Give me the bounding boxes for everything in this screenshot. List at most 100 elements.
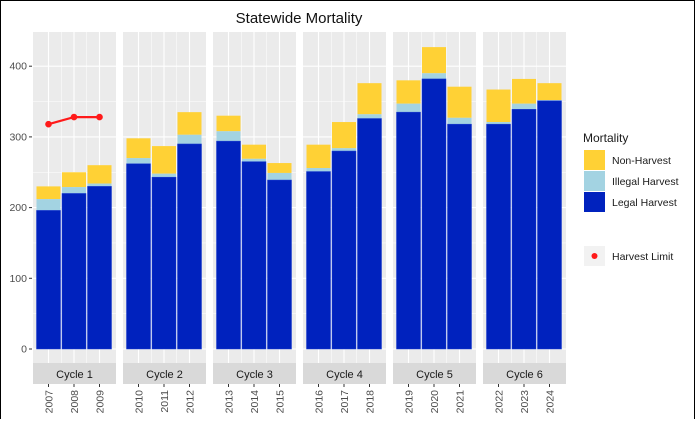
- bar-non-harvest: [36, 186, 61, 200]
- facet-strip: [33, 363, 116, 384]
- facet-strip-label: Cycle 4: [326, 369, 363, 381]
- x-tick-label: 2016: [314, 390, 326, 414]
- x-tick-label: 2014: [249, 390, 261, 414]
- bar-stack: [357, 83, 382, 350]
- bar-stack: [511, 78, 537, 350]
- x-tick-label: 2018: [365, 390, 377, 414]
- bar-legal-harvest: [511, 109, 537, 350]
- harvest-limit-point: [96, 113, 103, 121]
- bar-stack: [36, 186, 61, 350]
- bar-non-harvest: [486, 89, 511, 123]
- bar-legal-harvest: [396, 111, 421, 350]
- bar-legal-harvest: [126, 163, 151, 350]
- bar-non-harvest: [396, 80, 421, 104]
- legend-label-non-harvest: Non-Harvest: [612, 155, 671, 167]
- bar-illegal-harvest: [152, 173, 176, 178]
- legend-label-legal-harvest: Legal Harvest: [612, 197, 677, 209]
- bar-non-harvest: [177, 112, 202, 135]
- bar-illegal-harvest: [126, 158, 151, 164]
- facet-strip-label: Cycle 3: [236, 369, 273, 381]
- x-tick-label: 2020: [429, 390, 441, 414]
- bar-non-harvest: [87, 165, 112, 184]
- bar-illegal-harvest: [396, 103, 421, 113]
- bar-non-harvest: [242, 144, 266, 159]
- x-tick-label: 2021: [455, 390, 467, 414]
- bar-stack: [447, 86, 472, 350]
- bar-non-harvest: [537, 83, 562, 101]
- y-tick-label: 200: [9, 202, 27, 214]
- bar-non-harvest: [357, 83, 382, 115]
- bar-non-harvest: [216, 115, 241, 132]
- bar-illegal-harvest: [537, 100, 562, 101]
- facet-strip: [393, 363, 476, 384]
- bar-legal-harvest: [151, 176, 177, 350]
- bar-stack: [87, 165, 112, 350]
- facet-strip-label: Cycle 6: [506, 369, 543, 381]
- bar-stack: [396, 80, 421, 350]
- bar-non-harvest: [152, 146, 176, 174]
- facet-strip-label: Cycle 1: [56, 369, 93, 381]
- bar-illegal-harvest: [357, 114, 382, 119]
- bar-legal-harvest: [306, 171, 331, 350]
- bar-legal-harvest: [36, 210, 61, 350]
- bar-legal-harvest: [537, 100, 562, 350]
- facet-strip: [303, 363, 386, 384]
- facet-strip: [483, 363, 566, 384]
- bar-stack: [126, 138, 151, 350]
- bar-non-harvest: [332, 122, 356, 149]
- x-tick-label: 2008: [69, 390, 81, 414]
- bar-stack: [421, 47, 447, 350]
- legend-label-harvest-limit: Harvest Limit: [612, 251, 673, 263]
- x-tick-label: 2022: [494, 390, 506, 414]
- bar-non-harvest: [267, 163, 292, 173]
- x-tick-label: 2013: [224, 390, 236, 414]
- bar-legal-harvest: [241, 161, 267, 350]
- bar-illegal-harvest: [216, 131, 241, 142]
- bar-stack: [177, 112, 202, 350]
- bar-non-harvest: [126, 138, 151, 159]
- y-tick-label: 100: [9, 273, 27, 285]
- legend-title: Mortality: [583, 131, 628, 145]
- bar-legal-harvest: [421, 78, 447, 350]
- bar-illegal-harvest: [306, 168, 331, 172]
- bar-legal-harvest: [331, 150, 357, 350]
- x-tick-label: 2017: [339, 390, 351, 414]
- facet-strip: [123, 363, 206, 384]
- legend-key-illegal-harvest: [584, 171, 605, 191]
- x-tick-label: 2015: [275, 390, 287, 414]
- x-tick-label: 2009: [95, 390, 107, 414]
- bar-non-harvest: [62, 172, 86, 188]
- bar-non-harvest: [447, 86, 472, 118]
- facet-strip: [213, 363, 296, 384]
- bar-stack: [486, 89, 511, 350]
- x-tick-label: 2023: [519, 390, 531, 414]
- chart-title: Statewide Mortality: [236, 10, 363, 27]
- x-tick-label: 2012: [185, 390, 197, 414]
- bar-legal-harvest: [447, 123, 472, 350]
- bar-illegal-harvest: [36, 199, 61, 211]
- x-tick-label: 2019: [404, 390, 416, 414]
- bar-stack: [537, 83, 562, 350]
- bar-stack: [331, 122, 357, 350]
- bar-illegal-harvest: [267, 172, 292, 181]
- bar-legal-harvest: [87, 186, 112, 350]
- x-tick-label: 2024: [545, 390, 557, 414]
- y-tick-label: 300: [9, 131, 27, 143]
- legend-label-illegal-harvest: Illegal Harvest: [612, 176, 679, 188]
- x-tick-label: 2010: [134, 390, 146, 414]
- bar-stack: [267, 163, 292, 350]
- legend-key-legal-harvest: [584, 192, 605, 212]
- harvest-limit-point: [45, 120, 52, 128]
- bar-stack: [306, 144, 331, 350]
- bar-non-harvest: [306, 144, 331, 169]
- bar-legal-harvest: [61, 193, 87, 350]
